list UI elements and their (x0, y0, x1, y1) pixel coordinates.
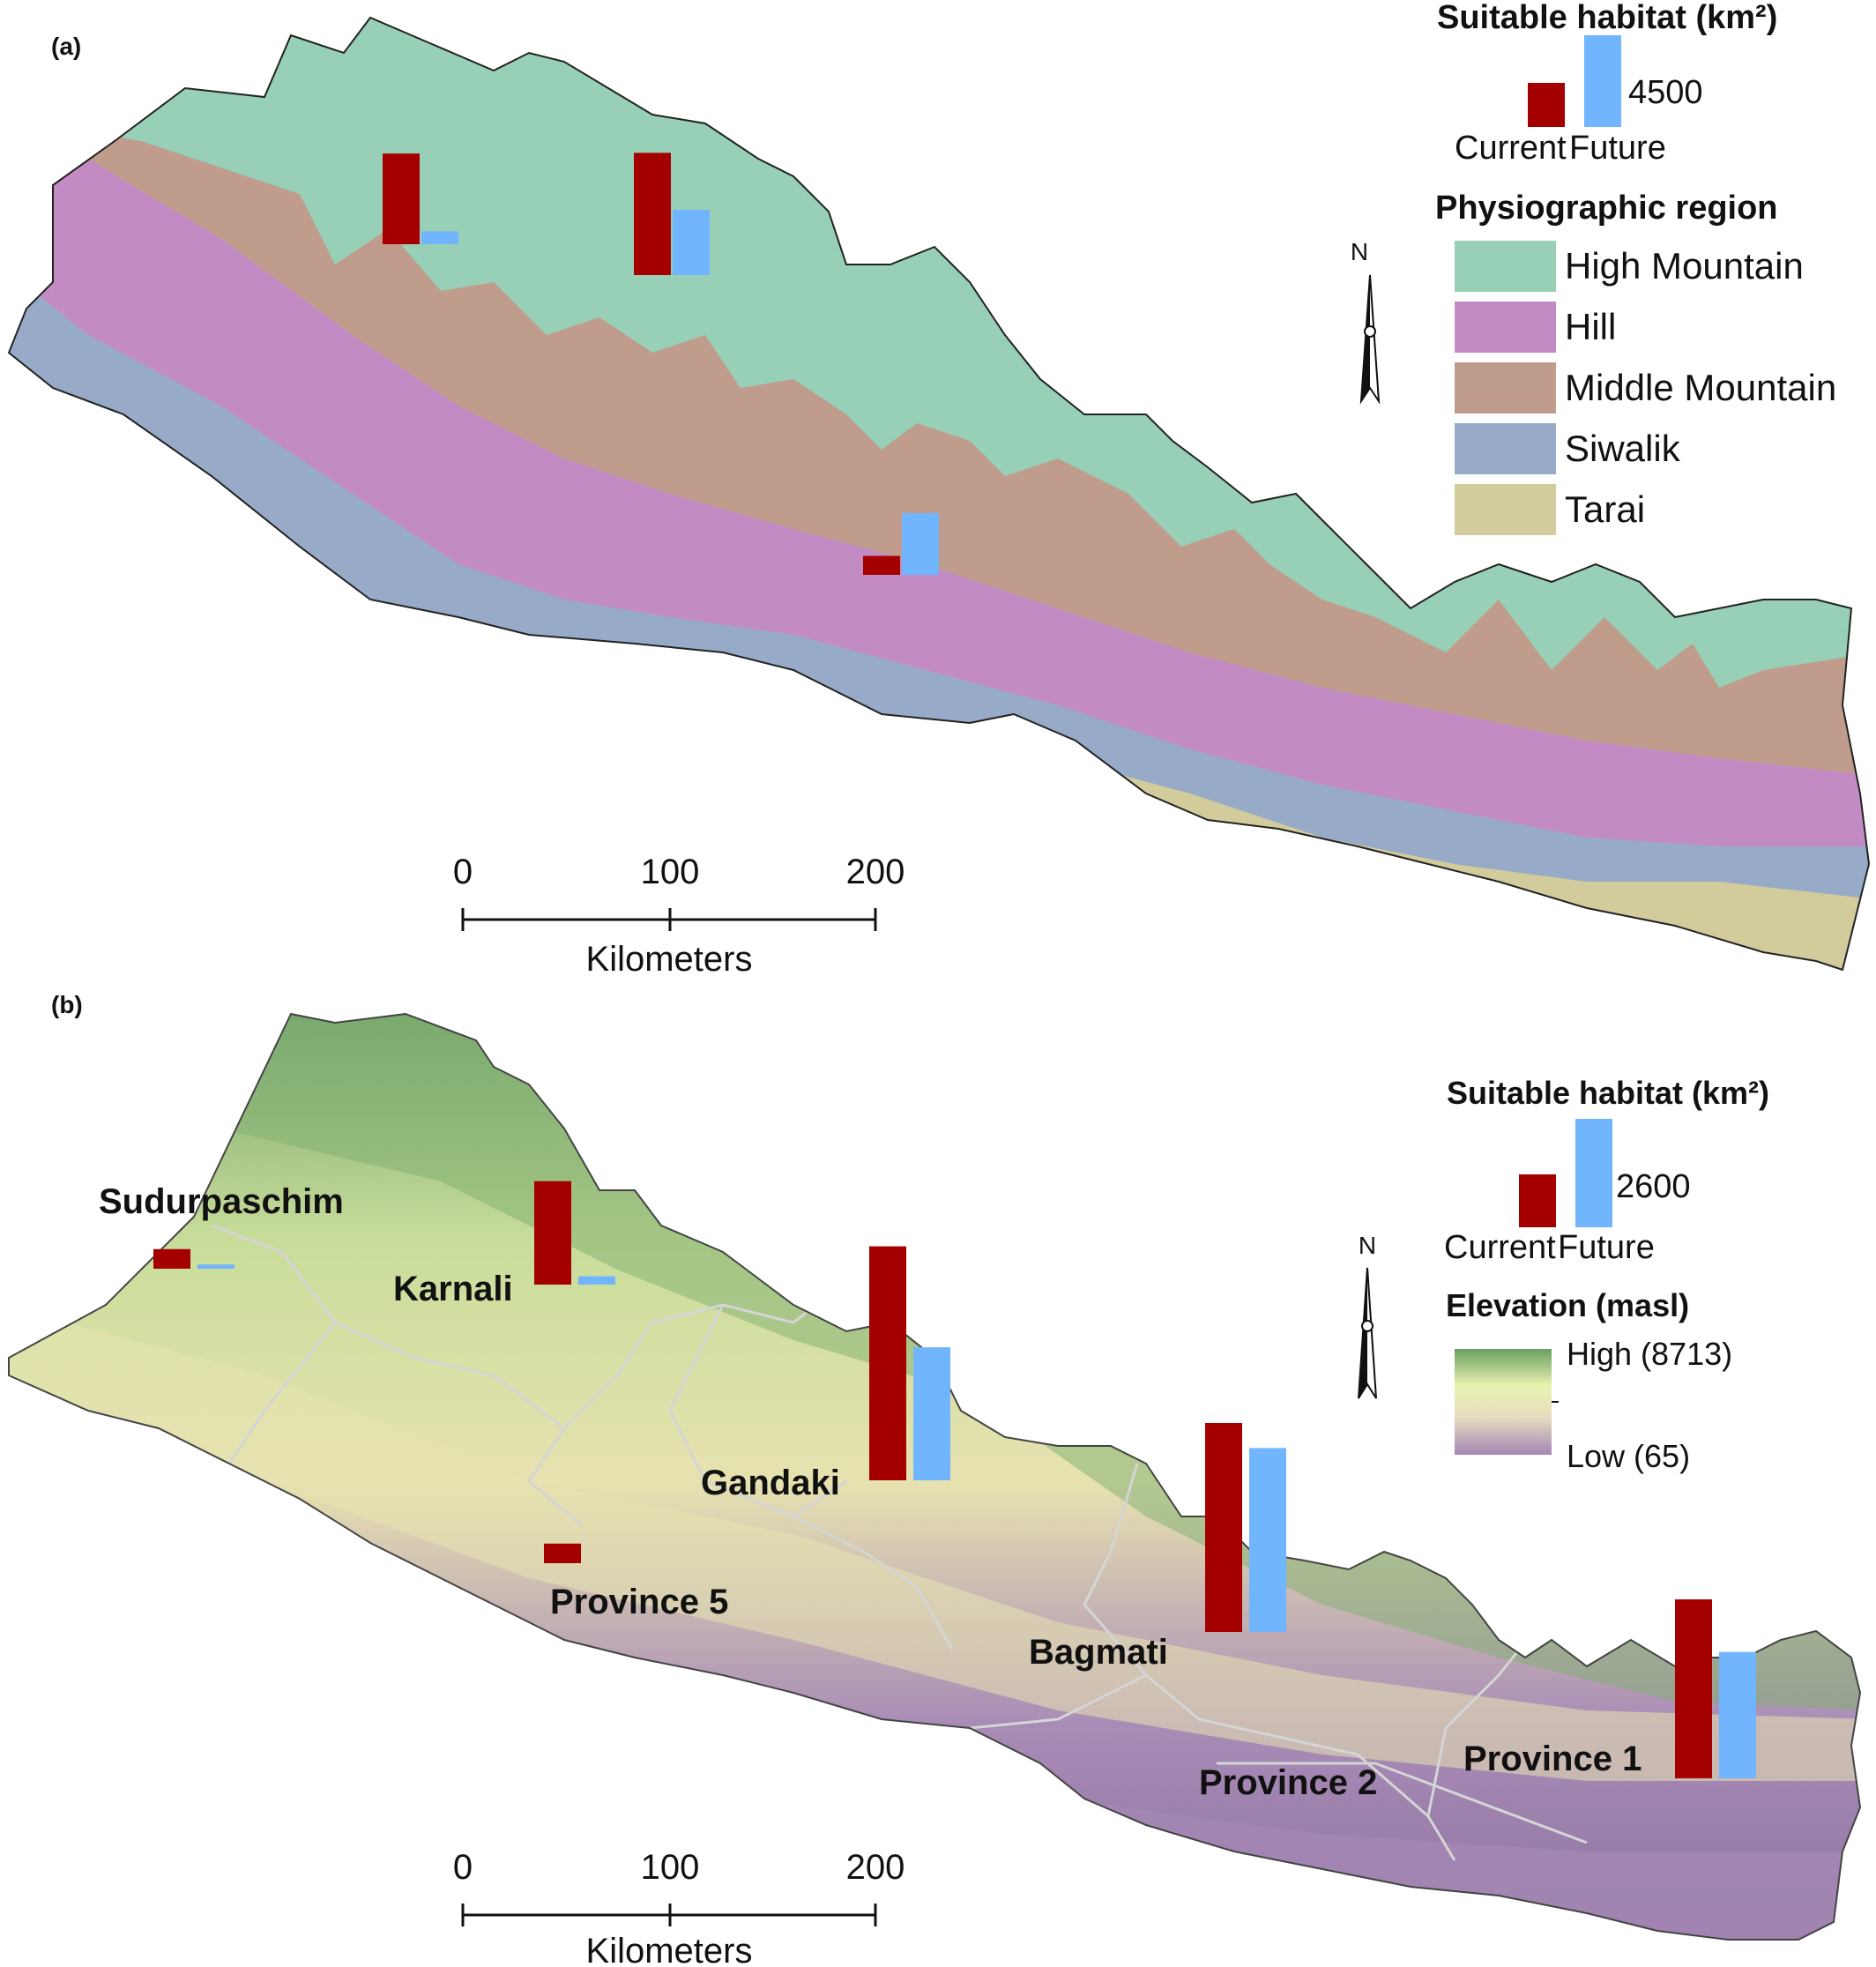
province-label-province-1: Province 1 (1463, 1740, 1642, 1778)
scale-b-tick-100: 100 (641, 1848, 700, 1887)
legend-b-current-swatch (1519, 1174, 1556, 1227)
region-swatch-middle-mountain (1455, 362, 1556, 414)
region-legend-label: Hill (1565, 306, 1616, 347)
province-bar-future (913, 1347, 950, 1480)
region-legend-label: High Mountain (1565, 245, 1804, 287)
habitat-bar-current (863, 556, 900, 575)
elevation-high-label: High (8713) (1567, 1336, 1732, 1372)
habitat-bar-future (421, 231, 458, 244)
province-bar-future (197, 1264, 234, 1269)
region-legend-title: Physiographic region (1435, 190, 1778, 227)
legend-a-current-swatch (1528, 83, 1565, 127)
region-legend-label: Siwalik (1565, 428, 1681, 469)
province-bar-current (534, 1181, 571, 1285)
legend-b-title: Suitable habitat (km²) (1447, 1075, 1769, 1111)
legend-b-future-label: Future (1558, 1229, 1655, 1266)
legend-b-value: 2600 (1616, 1168, 1691, 1205)
north-label-b: N (1359, 1232, 1376, 1259)
north-arrow-b: N (1359, 1232, 1376, 1398)
province-bar-future (1249, 1448, 1286, 1632)
panel-b-label: (b) (51, 991, 83, 1018)
legend-a-future-swatch (1584, 35, 1621, 127)
panel-a-label: (a) (51, 33, 81, 60)
north-arrow-a: N (1351, 238, 1379, 401)
province-bar-future (578, 1277, 615, 1285)
province-label-province-2: Province 2 (1199, 1763, 1377, 1802)
region-swatch-tarai (1455, 484, 1556, 535)
province-bar-future (1719, 1652, 1756, 1778)
scale-a-tick-100: 100 (641, 853, 700, 891)
scale-a-unit: Kilometers (586, 940, 753, 979)
province-bar-current (544, 1544, 581, 1563)
legend-a-title: Suitable habitat (km²) (1437, 0, 1777, 36)
elevation-low-label: Low (65) (1567, 1438, 1690, 1474)
legend-b-current-label: Current (1444, 1229, 1556, 1266)
legend-b: Suitable habitat (km²) 2600 Current Futu… (1444, 1075, 1769, 1474)
elevation-legend-title: Elevation (masl) (1446, 1287, 1689, 1323)
scale-b-tick-200: 200 (846, 1848, 905, 1887)
legend-a-future-label: Future (1569, 130, 1666, 167)
province-label-sudurpaschim: Sudurpaschim (99, 1182, 344, 1221)
elevation-color-ramp (1455, 1349, 1552, 1455)
region-swatch-hill (1455, 302, 1556, 353)
habitat-bar-current (383, 153, 420, 244)
north-label-a: N (1351, 238, 1368, 265)
scale-b-unit: Kilometers (586, 1932, 753, 1967)
legend-b-future-swatch (1575, 1119, 1612, 1227)
region-legend-label: Tarai (1565, 488, 1645, 530)
habitat-bar-future (902, 513, 939, 575)
legend-a-current-label: Current (1455, 130, 1567, 167)
habitat-bar-current (634, 153, 671, 275)
scale-a-tick-200: 200 (846, 853, 905, 891)
province-bar-current (153, 1249, 190, 1269)
scale-b-tick-0: 0 (453, 1848, 473, 1887)
scale-a-tick-0: 0 (453, 853, 473, 891)
province-bar-current (869, 1247, 906, 1480)
panel-b: (b) Sudurpaschim Karnali Gandaki Provinc… (0, 991, 1876, 1967)
legend-a-value: 4500 (1628, 74, 1703, 111)
scale-bar-b: 0 100 200 Kilometers (453, 1848, 905, 1967)
region-swatch-siwalik (1455, 423, 1556, 474)
habitat-bar-future (673, 210, 710, 275)
panel-a: (a) Suitable habitat (km²) 4500 Current … (0, 0, 1876, 979)
scale-bar-a: 0 100 200 Kilometers (453, 853, 905, 979)
legend-a: Suitable habitat (km²) 4500 Current Futu… (1435, 0, 1836, 535)
region-legend: High Mountain Hill Middle Mountain Siwalik T… (1455, 241, 1836, 535)
province-bar-current (1205, 1423, 1242, 1632)
province-label-karnali: Karnali (393, 1270, 513, 1308)
region-legend-label: Middle Mountain (1565, 367, 1836, 408)
province-label-bagmati: Bagmati (1029, 1633, 1168, 1672)
province-label-gandaki: Gandaki (701, 1464, 840, 1502)
province-label-province-5: Province 5 (550, 1583, 728, 1621)
region-swatch-high-mountain (1455, 241, 1556, 292)
province-bar-current (1675, 1599, 1712, 1778)
